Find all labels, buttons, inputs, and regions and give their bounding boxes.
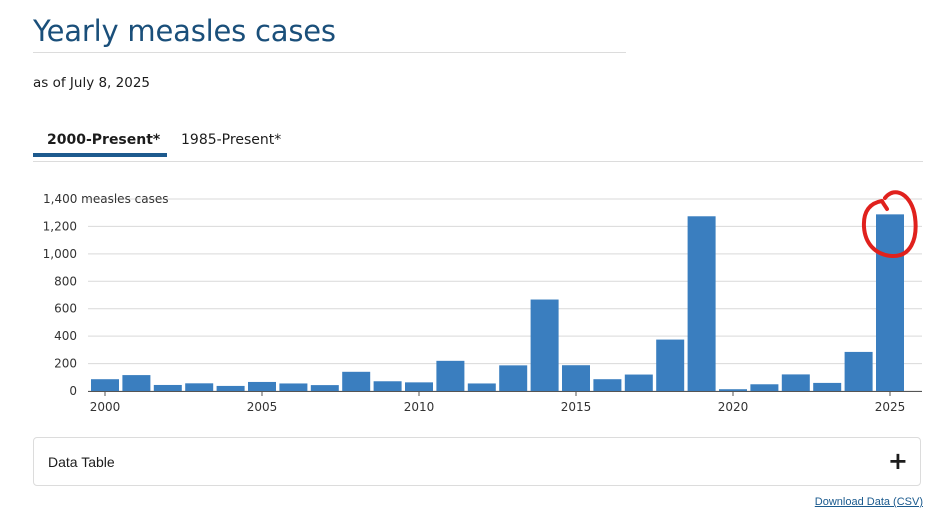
x-tick-label: 2005 xyxy=(247,400,278,414)
bar-2004 xyxy=(216,385,245,391)
bar-2007 xyxy=(310,385,339,391)
as-of-date: as of July 8, 2025 xyxy=(33,75,150,91)
bar-2010 xyxy=(405,382,433,391)
x-tick-label: 2010 xyxy=(404,400,435,414)
bar-2024 xyxy=(844,351,873,391)
y-tick-label: 400 xyxy=(54,329,77,343)
y-tick-label: 800 xyxy=(54,274,77,288)
x-tick-label: 2025 xyxy=(875,400,906,414)
bar-2017 xyxy=(624,374,653,391)
x-tick-label: 2015 xyxy=(561,400,592,414)
tab-bar: 2000-Present* 1985-Present* xyxy=(33,127,923,162)
bar-2003 xyxy=(185,383,214,391)
bar-2002 xyxy=(153,384,182,391)
bar-2006 xyxy=(279,383,308,391)
x-tick-label: 2020 xyxy=(718,400,749,414)
y-tick-label: 0 xyxy=(69,384,77,398)
bar-2021 xyxy=(750,384,779,391)
bar-2012 xyxy=(467,383,496,391)
bar-2011 xyxy=(436,360,465,391)
bar-2015 xyxy=(562,365,590,391)
bar-2014 xyxy=(530,299,559,391)
x-tick-label: 2000 xyxy=(90,400,121,414)
bar-2009 xyxy=(373,381,402,391)
bar-2005 xyxy=(248,381,276,391)
data-table-label: Data Table xyxy=(48,454,115,470)
page-title: Yearly measles cases xyxy=(33,14,336,48)
bar-2000 xyxy=(91,379,119,391)
y-tick-label: 600 xyxy=(54,302,77,316)
measles-chart: 0 200 400 600 800 1,000 1,200 1,400 measles cas… xyxy=(0,180,945,420)
y-tick-label: 1,400 measles cases xyxy=(43,192,168,206)
tab-2000-present[interactable]: 2000-Present* xyxy=(33,127,167,157)
chart-svg: 0 200 400 600 800 1,000 1,200 1,400 measles cas… xyxy=(43,190,922,414)
data-table-accordion[interactable]: Data Table + xyxy=(33,437,921,486)
tab-1985-present[interactable]: 1985-Present* xyxy=(181,132,282,148)
bar-2013 xyxy=(499,365,528,391)
y-tick-label: 200 xyxy=(54,357,77,371)
bar-2016 xyxy=(593,379,622,391)
y-tick-label: 1,000 xyxy=(43,247,77,261)
bar-2008 xyxy=(342,371,371,391)
bar-2019 xyxy=(687,216,716,391)
bar-2022 xyxy=(781,374,810,391)
plus-icon[interactable]: + xyxy=(887,447,908,475)
download-csv-link[interactable]: Download Data (CSV) xyxy=(814,496,923,508)
y-tick-label: 1,200 xyxy=(43,219,77,233)
bar-2018 xyxy=(656,339,685,391)
annotation-circle xyxy=(861,190,918,258)
bar-2023 xyxy=(813,382,842,391)
title-divider xyxy=(33,52,626,53)
bar-2025 xyxy=(876,214,904,391)
bar-2020 xyxy=(719,389,747,391)
bar-2001 xyxy=(122,375,151,391)
